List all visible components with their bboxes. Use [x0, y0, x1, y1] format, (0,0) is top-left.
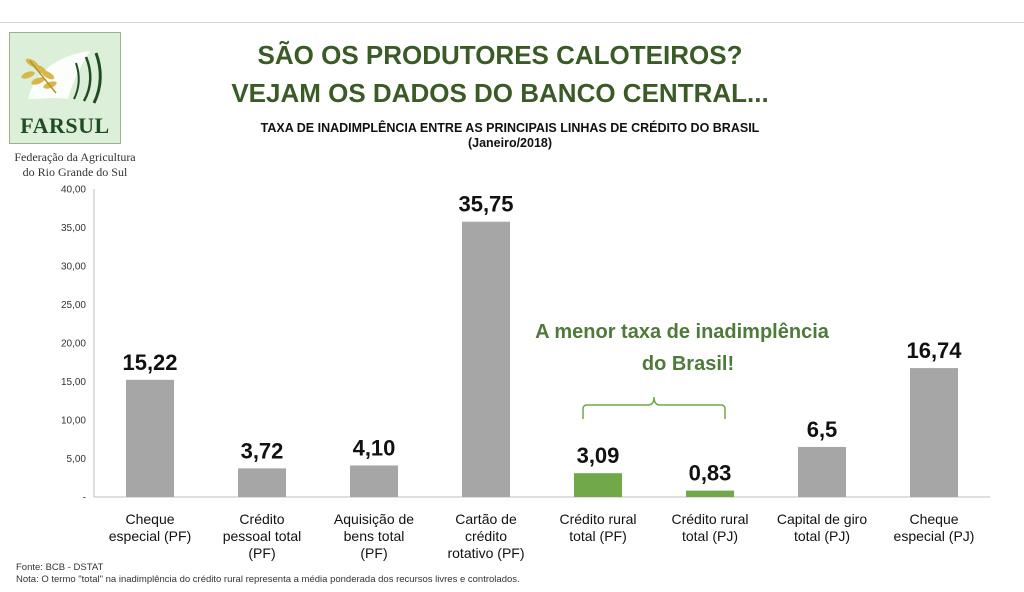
x-tick-label: Cheque	[125, 511, 174, 527]
bar	[126, 379, 174, 497]
x-tick-label: pessoal total	[223, 528, 302, 544]
top-divider	[0, 22, 1024, 23]
chart-title: TAXA DE INADIMPLÊNCIA ENTRE AS PRINCIPAI…	[260, 121, 760, 135]
x-tick-label: Crédito rural	[671, 511, 748, 527]
x-tick-label: Crédito rural	[559, 511, 636, 527]
x-tick-label: total (PJ)	[794, 528, 850, 544]
annotation-line1: A menor taxa de inadimplência	[535, 321, 830, 343]
y-tick-label: 20,00	[61, 339, 86, 350]
bar	[350, 465, 398, 497]
logo-wordmark: FARSUL	[20, 113, 110, 138]
chart-title-block: TAXA DE INADIMPLÊNCIA ENTRE AS PRINCIPAI…	[150, 121, 870, 151]
data-label: 16,74	[906, 338, 962, 363]
logo-caption-line1: Federação da Agricultura	[14, 150, 136, 164]
y-tick-label: 15,00	[61, 377, 86, 388]
bar	[686, 490, 734, 497]
data-label: 4,10	[353, 435, 396, 460]
x-tick-label: total (PF)	[569, 528, 627, 544]
x-tick-label: rotativo (PF)	[447, 545, 524, 561]
x-tick-label: Cheque	[909, 511, 958, 527]
x-tick-label: Crédito	[239, 511, 284, 527]
y-tick-label: 25,00	[61, 300, 86, 311]
farsul-logo: FARSUL	[9, 32, 121, 144]
y-tick-label: 30,00	[61, 262, 86, 273]
x-tick-label: bens total	[344, 528, 405, 544]
bar	[798, 446, 846, 497]
logo-caption-line2: do Rio Grande do Sul	[22, 165, 128, 179]
x-tick-label: Cartão de	[455, 511, 517, 527]
x-tick-label: crédito	[465, 528, 507, 544]
data-label: 0,83	[689, 461, 732, 486]
chart-subtitle: (Janeiro/2018)	[467, 136, 553, 150]
bar	[910, 368, 958, 497]
annotation-line2: do Brasil!	[642, 353, 734, 375]
headline-line1: SÃO OS PRODUTORES CALOTEIROS?	[257, 40, 743, 70]
x-tick-label: (PF)	[248, 545, 275, 561]
y-tick-label: 10,00	[61, 416, 86, 427]
x-tick-label: Aquisição de	[334, 511, 414, 527]
bar	[238, 468, 286, 497]
y-tick-label: 5,00	[67, 454, 87, 465]
bar	[462, 221, 510, 497]
y-tick-label: 40,00	[61, 185, 86, 196]
wheat-map-icon	[21, 51, 102, 104]
x-tick-label: especial (PJ)	[894, 528, 975, 544]
headline: SÃO OS PRODUTORES CALOTEIROS? VEJAM OS D…	[180, 36, 820, 112]
data-label: 35,75	[458, 192, 513, 217]
note-text: Nota: O termo "total" na inadimplência d…	[16, 574, 520, 585]
x-tick-label: (PF)	[360, 545, 387, 561]
data-label: 3,72	[241, 438, 284, 463]
x-tick-label: especial (PF)	[109, 528, 191, 544]
headline-line2: VEJAM OS DADOS DO BANCO CENTRAL...	[231, 78, 769, 108]
y-tick-label: -	[83, 493, 86, 504]
footer: Fonte: BCB - DSTAT Nota: O termo "total"…	[16, 562, 520, 586]
y-tick-label: 35,00	[61, 223, 86, 234]
logo-caption: Federação da Agricultura do Rio Grande d…	[2, 150, 148, 180]
x-tick-label: Capital de giro	[777, 511, 867, 527]
data-label: 15,22	[122, 350, 177, 375]
data-label: 3,09	[577, 443, 620, 468]
source-text: Fonte: BCB - DSTAT	[16, 562, 104, 573]
x-tick-label: total (PJ)	[682, 528, 738, 544]
annotation-brace	[582, 396, 726, 419]
data-label: 6,5	[807, 417, 838, 442]
bar	[574, 473, 622, 497]
